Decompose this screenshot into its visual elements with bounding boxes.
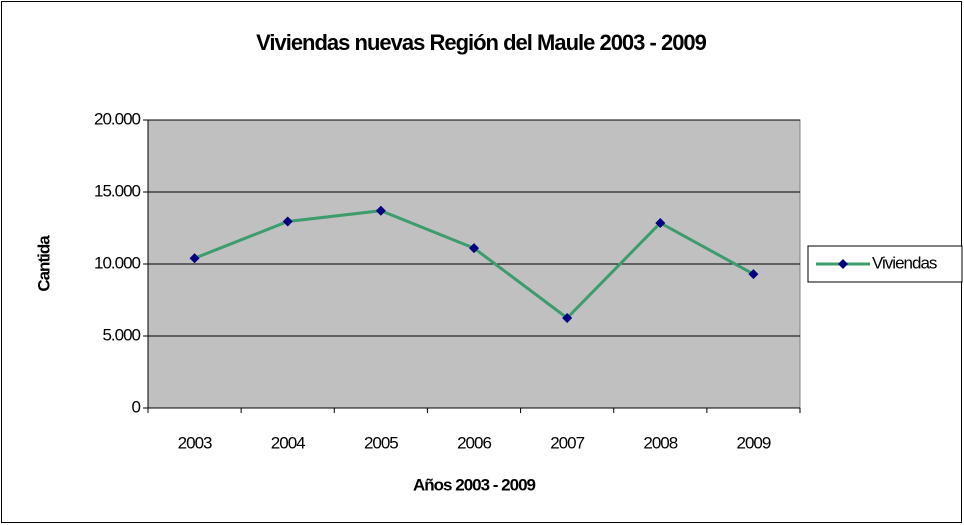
x-tick-label: 2003 [178, 433, 212, 452]
x-tick-label: 2004 [271, 433, 305, 452]
x-tick-label: 2005 [364, 433, 398, 452]
marker [375, 205, 386, 216]
chart-title: Viviendas nuevas Región del Maule 2003 -… [256, 30, 707, 55]
y-tick-label: 5.000 [102, 325, 140, 344]
x-tick-label: 2006 [457, 433, 491, 452]
y-tick-label: 15.000 [94, 181, 141, 200]
marker [469, 243, 479, 254]
marker [562, 313, 573, 323]
legend-marker [838, 259, 848, 269]
marker [748, 269, 759, 280]
marker [189, 253, 200, 264]
marker [655, 217, 666, 228]
legend-label: Viviendas [872, 253, 937, 272]
x-tick-label: 2007 [550, 433, 584, 452]
y-tick-label: 10.000 [94, 253, 141, 272]
y-tick-label: 0 [132, 397, 141, 416]
y-axis-title: Cantida [34, 235, 53, 292]
y-tick-label: 20.000 [94, 109, 141, 128]
marker [282, 216, 293, 227]
x-tick-label: 2008 [643, 433, 677, 452]
x-axis-title: Años 2003 - 2009 [413, 475, 536, 494]
x-tick-label: 2009 [737, 433, 771, 452]
